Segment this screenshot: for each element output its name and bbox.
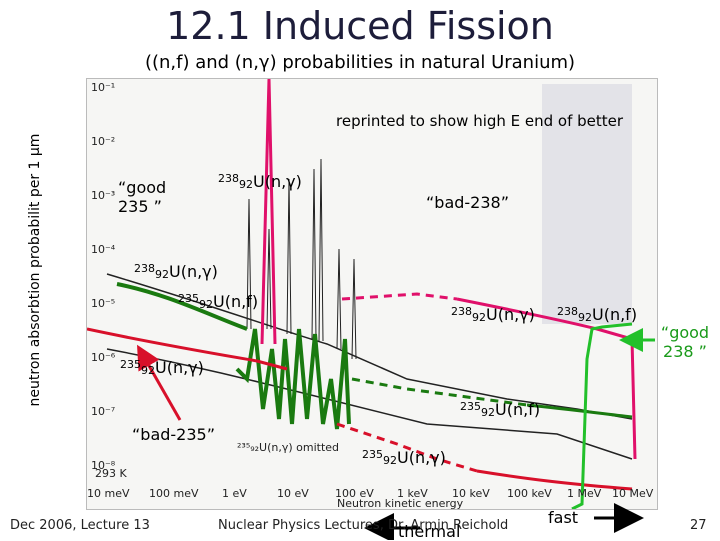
u238nf-right-label: 23892U(n,f) [557,305,638,324]
y-tick: 10⁻⁵ [91,297,116,310]
u235nf-mid-label: 23592U(n,f) [178,292,259,311]
good235-label: “good 235 ” [118,178,167,216]
footer-center: Nuclear Physics Lectures, Dr. Armin Reic… [218,518,509,533]
fast-label: fast [548,508,579,527]
y-tick: 10⁻³ [91,189,116,202]
u235-nf-dashed [351,377,528,407]
bad235-label: “bad-235” [132,425,216,444]
u238ng-top-label: 23892U(n,γ) [218,172,302,191]
reprint-note: reprinted to show high E end of better [336,112,624,130]
temperature-label: 293 K [95,467,127,480]
y-tick: 10⁻⁷ [91,405,116,418]
u238ng-right-label: 23892U(n,γ) [451,305,535,324]
x-tick: 100 eV [335,487,374,500]
plot-svg [86,78,637,511]
u238ng-left-label: 23892U(n,γ) [134,262,218,281]
x-tick: 1 MeV [567,487,602,500]
x-tick: 100 keV [507,487,552,500]
bad235-arrow [137,344,182,421]
u235nf-low-label: 23592U(n,f) [460,400,541,419]
u235-ng-highE [476,469,633,491]
scan-artifact [542,84,632,324]
scanned-plot: 10⁻¹ 10⁻² 10⁻³ 10⁻⁴ 10⁻⁵ 10⁻⁶ 10⁻⁷ 10⁻⁸ … [86,78,658,511]
u238-nf-threshold [571,322,633,511]
u235-nf-resonances [235,328,351,430]
y-tick: 10⁻⁶ [91,351,116,364]
omitted-note: ²³⁵₉₂U(n,γ) omitted [237,441,340,454]
y-tick: 10⁻⁴ [91,243,116,256]
x-tick: 10 meV [87,487,130,500]
x-tick: 1 eV [222,487,247,500]
u235-ng-dashed [336,422,478,473]
y-tick: 10⁻² [91,135,116,148]
green-curve-238 [116,282,248,331]
u238-ng-spike [260,78,277,345]
red-curve-235 [86,327,288,371]
y-tick: 10⁻⁸ [91,459,116,472]
u235-nf-highE [526,403,633,419]
slide-subtitle: ((n,f) and (n,γ) probabilities in natura… [144,52,576,73]
x-tick: 10 keV [452,487,490,500]
thermal-label: thermal [398,522,461,541]
footer-date: Dec 2006, Lecture 13 [10,518,150,533]
black-resonances [246,158,357,360]
u235ng-low-label: 23592U(n,γ) [362,448,446,467]
x-tick: 100 meV [149,487,199,500]
x-tick: 10 eV [277,487,309,500]
page-number: 27 [690,518,707,533]
x-tick: 1 keV [397,487,428,500]
slide-title: 12.1 Induced Fission [166,4,554,48]
x-axis-title: Neutron kinetic energy [337,497,464,510]
u238-ng-dashed [341,292,458,301]
good238-label: “good 238 ” [660,323,710,361]
y-tick: 10⁻¹ [91,81,116,94]
bad238-label: “bad-238” [426,193,510,212]
x-tick: 10 MeV [612,487,654,500]
u235ng-left-label: 23592U(n,γ) [120,358,204,377]
